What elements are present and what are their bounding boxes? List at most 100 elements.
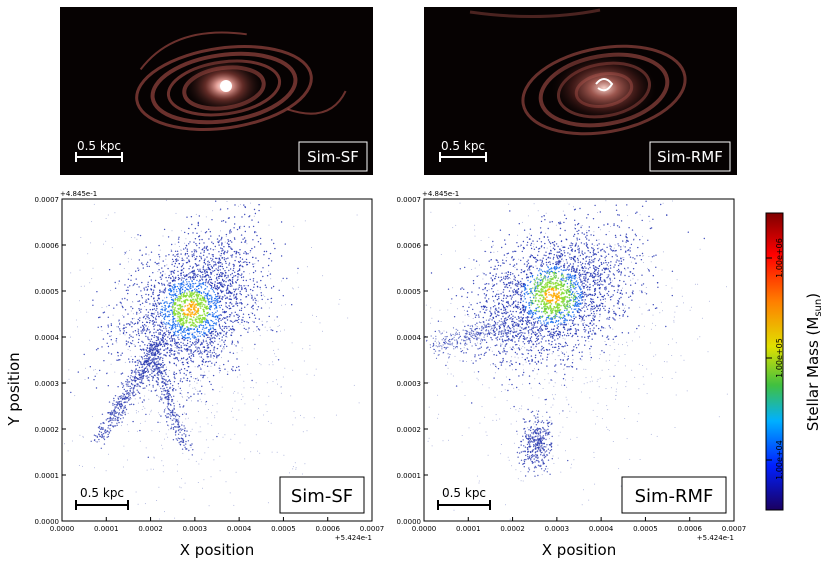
star-particle (216, 289, 219, 291)
star-particle (102, 338, 105, 340)
star-particle (137, 332, 140, 335)
star-particle (223, 310, 226, 313)
star-particle (149, 367, 151, 369)
star-particle (134, 237, 136, 239)
star-particle (313, 374, 315, 376)
star-particle (568, 403, 570, 405)
star-particle (138, 309, 141, 311)
star-particle (194, 304, 197, 306)
star-particle (222, 286, 224, 288)
star-particle (239, 249, 241, 251)
star-particle (102, 427, 104, 429)
star-particle (212, 404, 214, 406)
star-particle (181, 327, 183, 329)
star-particle (198, 431, 200, 433)
star-particle (583, 301, 585, 303)
star-particle (107, 214, 109, 216)
star-particle (545, 280, 547, 281)
star-particle (655, 325, 657, 327)
star-particle (189, 265, 191, 267)
star-particle (553, 385, 555, 387)
star-particle (149, 259, 151, 261)
star-particle (129, 385, 131, 388)
star-particle (220, 238, 223, 240)
star-particle (544, 274, 546, 277)
star-particle (568, 255, 570, 257)
star-particle (565, 396, 567, 398)
star-particle (486, 434, 488, 436)
star-particle (253, 286, 255, 288)
star-particle (143, 399, 145, 401)
star-particle (221, 274, 223, 276)
star-particle (124, 396, 127, 399)
star-particle (499, 418, 501, 420)
star-particle (82, 435, 84, 437)
star-particle (546, 247, 548, 249)
star-particle (159, 325, 162, 327)
star-particle (248, 216, 250, 218)
star-particle (241, 273, 243, 275)
star-particle (108, 401, 111, 403)
star-particle (671, 355, 673, 356)
star-particle (522, 383, 524, 385)
image-label: Sim-RMF (657, 148, 723, 166)
star-particle (587, 331, 590, 333)
star-particle (221, 248, 223, 250)
star-particle (236, 352, 238, 354)
star-particle (188, 286, 191, 288)
star-particle (137, 383, 139, 385)
star-particle (125, 408, 128, 411)
star-particle (500, 444, 502, 445)
star-particle (516, 343, 518, 346)
star-particle (153, 300, 156, 302)
star-particle (237, 342, 239, 344)
star-particle (177, 426, 180, 428)
star-particle (167, 395, 169, 397)
star-particle (124, 361, 126, 363)
star-particle (516, 328, 518, 330)
star-particle (214, 249, 216, 250)
star-particle (169, 355, 171, 357)
star-particle (114, 425, 117, 427)
star-particle (198, 331, 201, 333)
star-particle (180, 289, 182, 291)
star-particle (197, 332, 199, 334)
star-particle (221, 329, 224, 332)
star-particle (187, 392, 189, 394)
star-particle (149, 381, 150, 383)
star-particle (562, 426, 564, 428)
star-particle (494, 310, 496, 312)
star-particle (272, 381, 274, 383)
star-particle (235, 295, 237, 298)
star-particle (153, 353, 155, 355)
star-particle (182, 438, 184, 440)
star-particle (227, 371, 229, 373)
star-particle (184, 305, 187, 307)
star-particle (163, 307, 165, 308)
star-particle (244, 230, 246, 233)
star-particle (109, 335, 111, 337)
star-particle (221, 344, 223, 346)
star-particle (206, 365, 209, 367)
star-particle (161, 385, 164, 388)
star-particle (226, 319, 229, 321)
star-particle (182, 406, 184, 408)
star-particle (214, 257, 217, 259)
star-particle (203, 251, 205, 253)
star-particle (193, 278, 195, 280)
star-particle (224, 434, 226, 436)
star-particle (167, 389, 169, 391)
star-particle (212, 325, 215, 327)
star-particle (482, 272, 484, 274)
star-particle (182, 421, 184, 423)
star-particle (119, 301, 122, 303)
star-particle (84, 379, 86, 380)
star-particle (93, 369, 95, 371)
star-particle (198, 284, 201, 287)
star-particle (173, 279, 175, 282)
star-particle (179, 312, 181, 315)
star-particle (270, 260, 273, 262)
star-particle (223, 259, 226, 261)
star-particle (217, 433, 219, 435)
star-particle (217, 317, 219, 319)
